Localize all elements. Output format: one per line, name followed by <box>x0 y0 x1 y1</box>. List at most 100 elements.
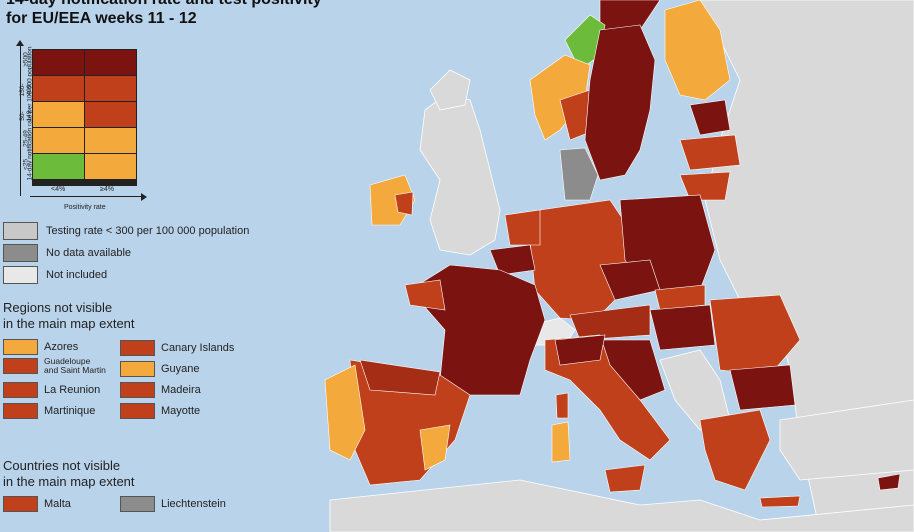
crete <box>759 495 801 508</box>
sicily <box>604 464 646 493</box>
matrix-cell <box>33 76 84 101</box>
matrix-col-label: ≥4% <box>100 186 114 193</box>
region-label: Madeira <box>161 384 201 396</box>
region-swatch <box>120 361 155 377</box>
bulgaria <box>729 364 796 411</box>
italy-north <box>554 334 606 366</box>
greece <box>699 409 771 491</box>
matrix-cell <box>33 154 84 179</box>
romania <box>709 294 801 376</box>
france <box>409 264 546 396</box>
matrix-y-arrow <box>16 40 24 46</box>
spain-north <box>359 359 441 396</box>
sardinia <box>551 421 571 463</box>
matrix-row-label: <25 <box>22 158 30 171</box>
matrix-cell <box>33 50 84 75</box>
country-label: Malta <box>44 498 71 510</box>
matrix-y-axis <box>20 44 21 196</box>
region-la-reunion: La Reunion <box>3 382 100 398</box>
legend-not-included: Not included <box>3 266 107 284</box>
regions-heading-line1: Regions not visible <box>3 300 113 315</box>
region-swatch <box>120 403 155 419</box>
legend-swatch <box>3 222 38 240</box>
region-swatch <box>120 382 155 398</box>
france-brittany <box>404 279 446 311</box>
germany <box>529 199 631 321</box>
region-label: Martinique <box>44 405 96 417</box>
matrix-cell <box>33 128 84 153</box>
countries-heading-line2: in the main map extent <box>3 474 135 489</box>
region-label: Azores <box>44 341 79 353</box>
ireland-east <box>394 191 414 216</box>
matrix-cell <box>85 128 136 153</box>
region-swatch <box>120 340 155 356</box>
country-swatch <box>120 496 155 512</box>
region-canary-islands: Canary Islands <box>120 340 234 356</box>
cyprus <box>877 473 901 491</box>
region-guyane: Guyane <box>120 361 200 377</box>
region-guadeloupe: Guadeloupe and Saint Martin <box>3 357 106 375</box>
matrix-row-label: 25-49 <box>22 130 30 147</box>
country-malta: Malta <box>3 496 71 512</box>
region-label: Canary Islands <box>161 342 235 354</box>
region-mayotte: Mayotte <box>120 403 200 419</box>
legend-label: No data available <box>46 247 132 259</box>
country-swatch <box>3 496 38 512</box>
matrix-cell <box>85 50 136 75</box>
region-label: Guyane <box>161 363 200 375</box>
matrix-x-title: Positivity rate <box>64 204 106 211</box>
title-line-2: for EU/EEA weeks 11 - 12 <box>6 10 197 27</box>
region-madeira: Madeira <box>120 382 201 398</box>
north-africa <box>329 479 914 532</box>
region-label: Mayotte <box>161 405 201 417</box>
estonia <box>689 99 731 136</box>
matrix-x-arrow <box>141 193 147 201</box>
legend-swatch <box>3 244 38 262</box>
matrix-row-label: 50-149 <box>19 110 33 122</box>
sweden <box>584 24 656 181</box>
netherlands <box>504 209 541 246</box>
regions-heading: Regions not visible in the main map exte… <box>3 300 135 332</box>
italy <box>544 334 671 461</box>
belgium <box>489 244 536 276</box>
matrix-x-axis <box>30 196 142 197</box>
scotland <box>429 69 471 111</box>
matrix-row-label: 150-499 <box>19 83 33 97</box>
regions-heading-line2: in the main map extent <box>3 316 135 331</box>
spain-east-orange <box>419 424 451 471</box>
matrix-cell <box>85 102 136 127</box>
corsica <box>555 392 569 419</box>
lithuania <box>679 171 731 201</box>
legend-no-data: No data available <box>3 244 131 262</box>
legend-label: Testing rate < 300 per 100 000 populatio… <box>46 225 250 237</box>
hungary <box>649 304 716 351</box>
matrix-cell <box>85 154 136 179</box>
matrix-row-label: ≥500 <box>22 52 30 67</box>
region-label: La Reunion <box>44 384 101 396</box>
region-swatch <box>3 403 38 419</box>
turkey <box>779 399 914 481</box>
denmark <box>559 147 599 201</box>
uk-landmass <box>419 94 501 256</box>
matrix-cell <box>85 76 136 101</box>
region-swatch <box>3 382 38 398</box>
region-martinique: Martinique <box>3 403 95 419</box>
matrix-col-label: <4% <box>51 186 66 193</box>
countries-heading-line1: Countries not visible <box>3 458 121 473</box>
map-title: 14-day notification rate and test positi… <box>6 0 322 28</box>
slovakia <box>654 284 706 311</box>
region-azores: Azores <box>3 339 78 355</box>
country-label: Liechtenstein <box>161 498 226 510</box>
legend-label: Not included <box>46 269 108 281</box>
finland <box>664 0 731 101</box>
countries-heading: Countries not visible in the main map ex… <box>3 458 135 490</box>
region-swatch <box>3 339 38 355</box>
matrix-cell <box>33 102 84 127</box>
risk-matrix <box>32 49 137 186</box>
region-label-line2: and Saint Martin <box>44 365 106 375</box>
latvia <box>679 134 741 171</box>
portugal <box>324 364 366 461</box>
austria <box>569 304 651 341</box>
region-swatch <box>3 358 38 374</box>
